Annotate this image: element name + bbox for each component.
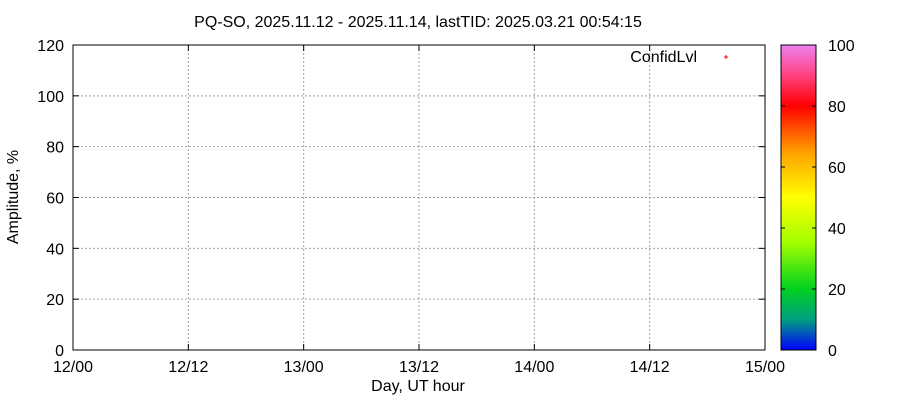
y-tick-label: 40 (46, 241, 64, 258)
chart-title: PQ-SO, 2025.11.12 - 2025.11.14, lastTID:… (194, 14, 642, 31)
colorbar-tick-label: 60 (828, 160, 846, 177)
y-tick-label: 120 (37, 38, 64, 55)
x-tick-label: 15/00 (745, 359, 785, 376)
x-tick-label: 12/12 (168, 359, 208, 376)
colorbar (780, 44, 817, 351)
x-tick-label: 13/00 (284, 359, 324, 376)
colorbar-tick-label: 20 (828, 282, 846, 299)
x-axis-label: Day, UT hour (371, 378, 465, 395)
y-tick-label: 80 (46, 140, 64, 157)
x-tick-label: 12/00 (53, 359, 93, 376)
colorbar-tick-label: 0 (828, 343, 837, 360)
legend-label: ConfidLvl (630, 49, 697, 66)
legend-marker (724, 55, 728, 59)
colorbar-tick-label: 80 (828, 99, 846, 116)
y-tick-label: 100 (37, 89, 64, 106)
colorbar-tick-label: 100 (828, 38, 855, 55)
x-tick-label: 14/00 (514, 359, 554, 376)
x-tick-label: 14/12 (630, 359, 670, 376)
x-tick-label: 13/12 (399, 359, 439, 376)
y-axis-label: Amplitude, % (5, 150, 22, 244)
y-tick-label: 0 (55, 343, 64, 360)
y-tick-label: 60 (46, 191, 64, 208)
colorbar-tick-label: 40 (828, 221, 846, 238)
y-tick-label: 20 (46, 292, 64, 309)
